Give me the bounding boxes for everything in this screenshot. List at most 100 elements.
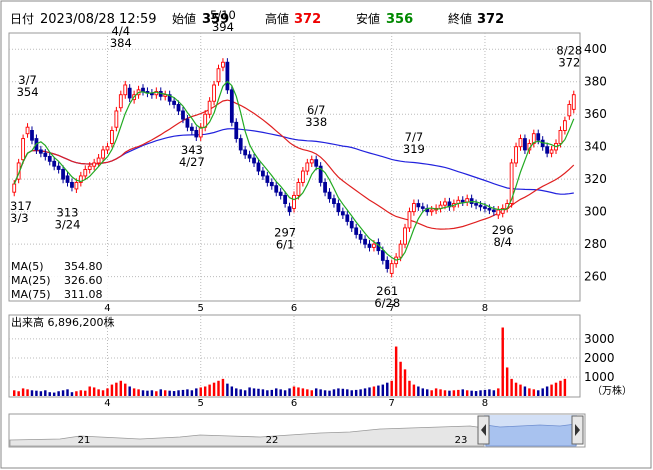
range-navigator[interactable]: 21 22 23 (8, 413, 586, 448)
candle (496, 205, 501, 219)
candle (92, 158, 97, 171)
left-arrow-icon (481, 424, 486, 436)
annotation-line2: 4/27 (179, 155, 205, 169)
candle (403, 223, 407, 249)
volume-bar (479, 390, 482, 396)
candle-body (207, 100, 212, 115)
candle-body (96, 157, 101, 164)
candle (101, 145, 105, 163)
volume-bar (372, 386, 376, 396)
volume-bar (92, 387, 96, 396)
ma25-path (13, 99, 575, 230)
candle (398, 240, 403, 262)
volume-tick-label: 3000 (584, 332, 615, 346)
volume-bar (545, 386, 549, 396)
candle (185, 115, 190, 132)
price-tick-label: 320 (584, 172, 607, 186)
annotation-line2: 6/28 (374, 296, 400, 310)
volume-bar (230, 386, 234, 396)
candle-body (514, 146, 518, 164)
candle (314, 155, 319, 171)
volume-bar (488, 389, 491, 396)
volume-bar (394, 346, 398, 396)
volume-bar (363, 388, 367, 396)
volume-bar (297, 387, 300, 396)
candle (549, 145, 554, 158)
candle (198, 123, 203, 142)
candle (216, 64, 221, 86)
volume-bar (217, 380, 220, 396)
candle-body (523, 138, 527, 151)
volume-bar (35, 390, 38, 396)
volume-bar (39, 391, 43, 396)
annotation-line2: 3/24 (55, 218, 81, 232)
candle-body (349, 220, 354, 229)
candle-body (212, 84, 216, 102)
volume-bar (346, 389, 349, 396)
volume-bar (137, 389, 140, 396)
candle-body (101, 149, 105, 159)
volume-bar (501, 327, 504, 396)
volume-bar (172, 391, 176, 396)
candle (491, 205, 496, 216)
candle-body (465, 198, 470, 203)
volume-bar (248, 387, 251, 396)
candle-body (380, 250, 385, 261)
candle (309, 155, 314, 167)
month-label: 7 (389, 303, 395, 314)
close-value: 372 (477, 12, 504, 27)
volume-bar (368, 387, 371, 396)
volume-bar (124, 383, 127, 396)
volume-bar (523, 386, 527, 396)
candle (176, 100, 181, 116)
volume-bar (57, 391, 60, 396)
candle (189, 123, 194, 135)
candle-body (389, 263, 394, 274)
ma5-legend-value: 354.80 (64, 260, 103, 273)
quote-header: 日付 2023/08/28 12:59 始値 359 高値 372 安値 356… (10, 11, 504, 27)
volume-bar (17, 391, 20, 396)
candle-body (536, 133, 541, 141)
price-tick-label: 400 (584, 42, 607, 56)
candle (56, 162, 61, 174)
volume-bar (66, 389, 69, 396)
price-axis: 400 380 360 340 320 300 280 260 (584, 42, 607, 283)
volume-bar (537, 390, 540, 396)
volume-bar (492, 390, 496, 396)
volume-bar (403, 369, 407, 396)
candle-body (256, 162, 261, 172)
volume-bar (235, 388, 238, 396)
volume-bar (266, 390, 269, 396)
low-label: 安値 (356, 11, 380, 26)
candle (212, 80, 216, 106)
candle (70, 178, 74, 192)
volume-bar (399, 361, 402, 396)
candle (172, 97, 176, 109)
volume-bar (270, 389, 274, 396)
candle (385, 256, 390, 273)
ma25-legend-value: 326.60 (64, 274, 103, 287)
volume-bar (190, 390, 194, 396)
volume-bar (448, 390, 451, 396)
candle (545, 142, 550, 158)
month-label: 5 (198, 303, 204, 314)
candle (349, 217, 354, 232)
candle-body (443, 201, 447, 206)
volume-bar (52, 392, 56, 396)
annotation-line1: 4/4 (112, 24, 131, 38)
volume-bar (337, 388, 340, 396)
annotation-line2: 8/4 (493, 235, 512, 249)
ma75-legend-label: MA(75) (11, 288, 51, 301)
annotation-line1: 261 (376, 284, 398, 298)
candle-body (185, 118, 190, 128)
volume-bar (195, 388, 198, 396)
annotation-line2: 354 (17, 85, 39, 99)
candle (225, 58, 230, 94)
volume-bar (252, 388, 256, 396)
volume-bar (457, 389, 460, 396)
datetime: 2023/08/28 12:59 (40, 12, 157, 27)
candle-body (221, 61, 225, 68)
candle-body (571, 94, 576, 110)
candle (474, 199, 478, 210)
volume-bar (505, 367, 509, 396)
